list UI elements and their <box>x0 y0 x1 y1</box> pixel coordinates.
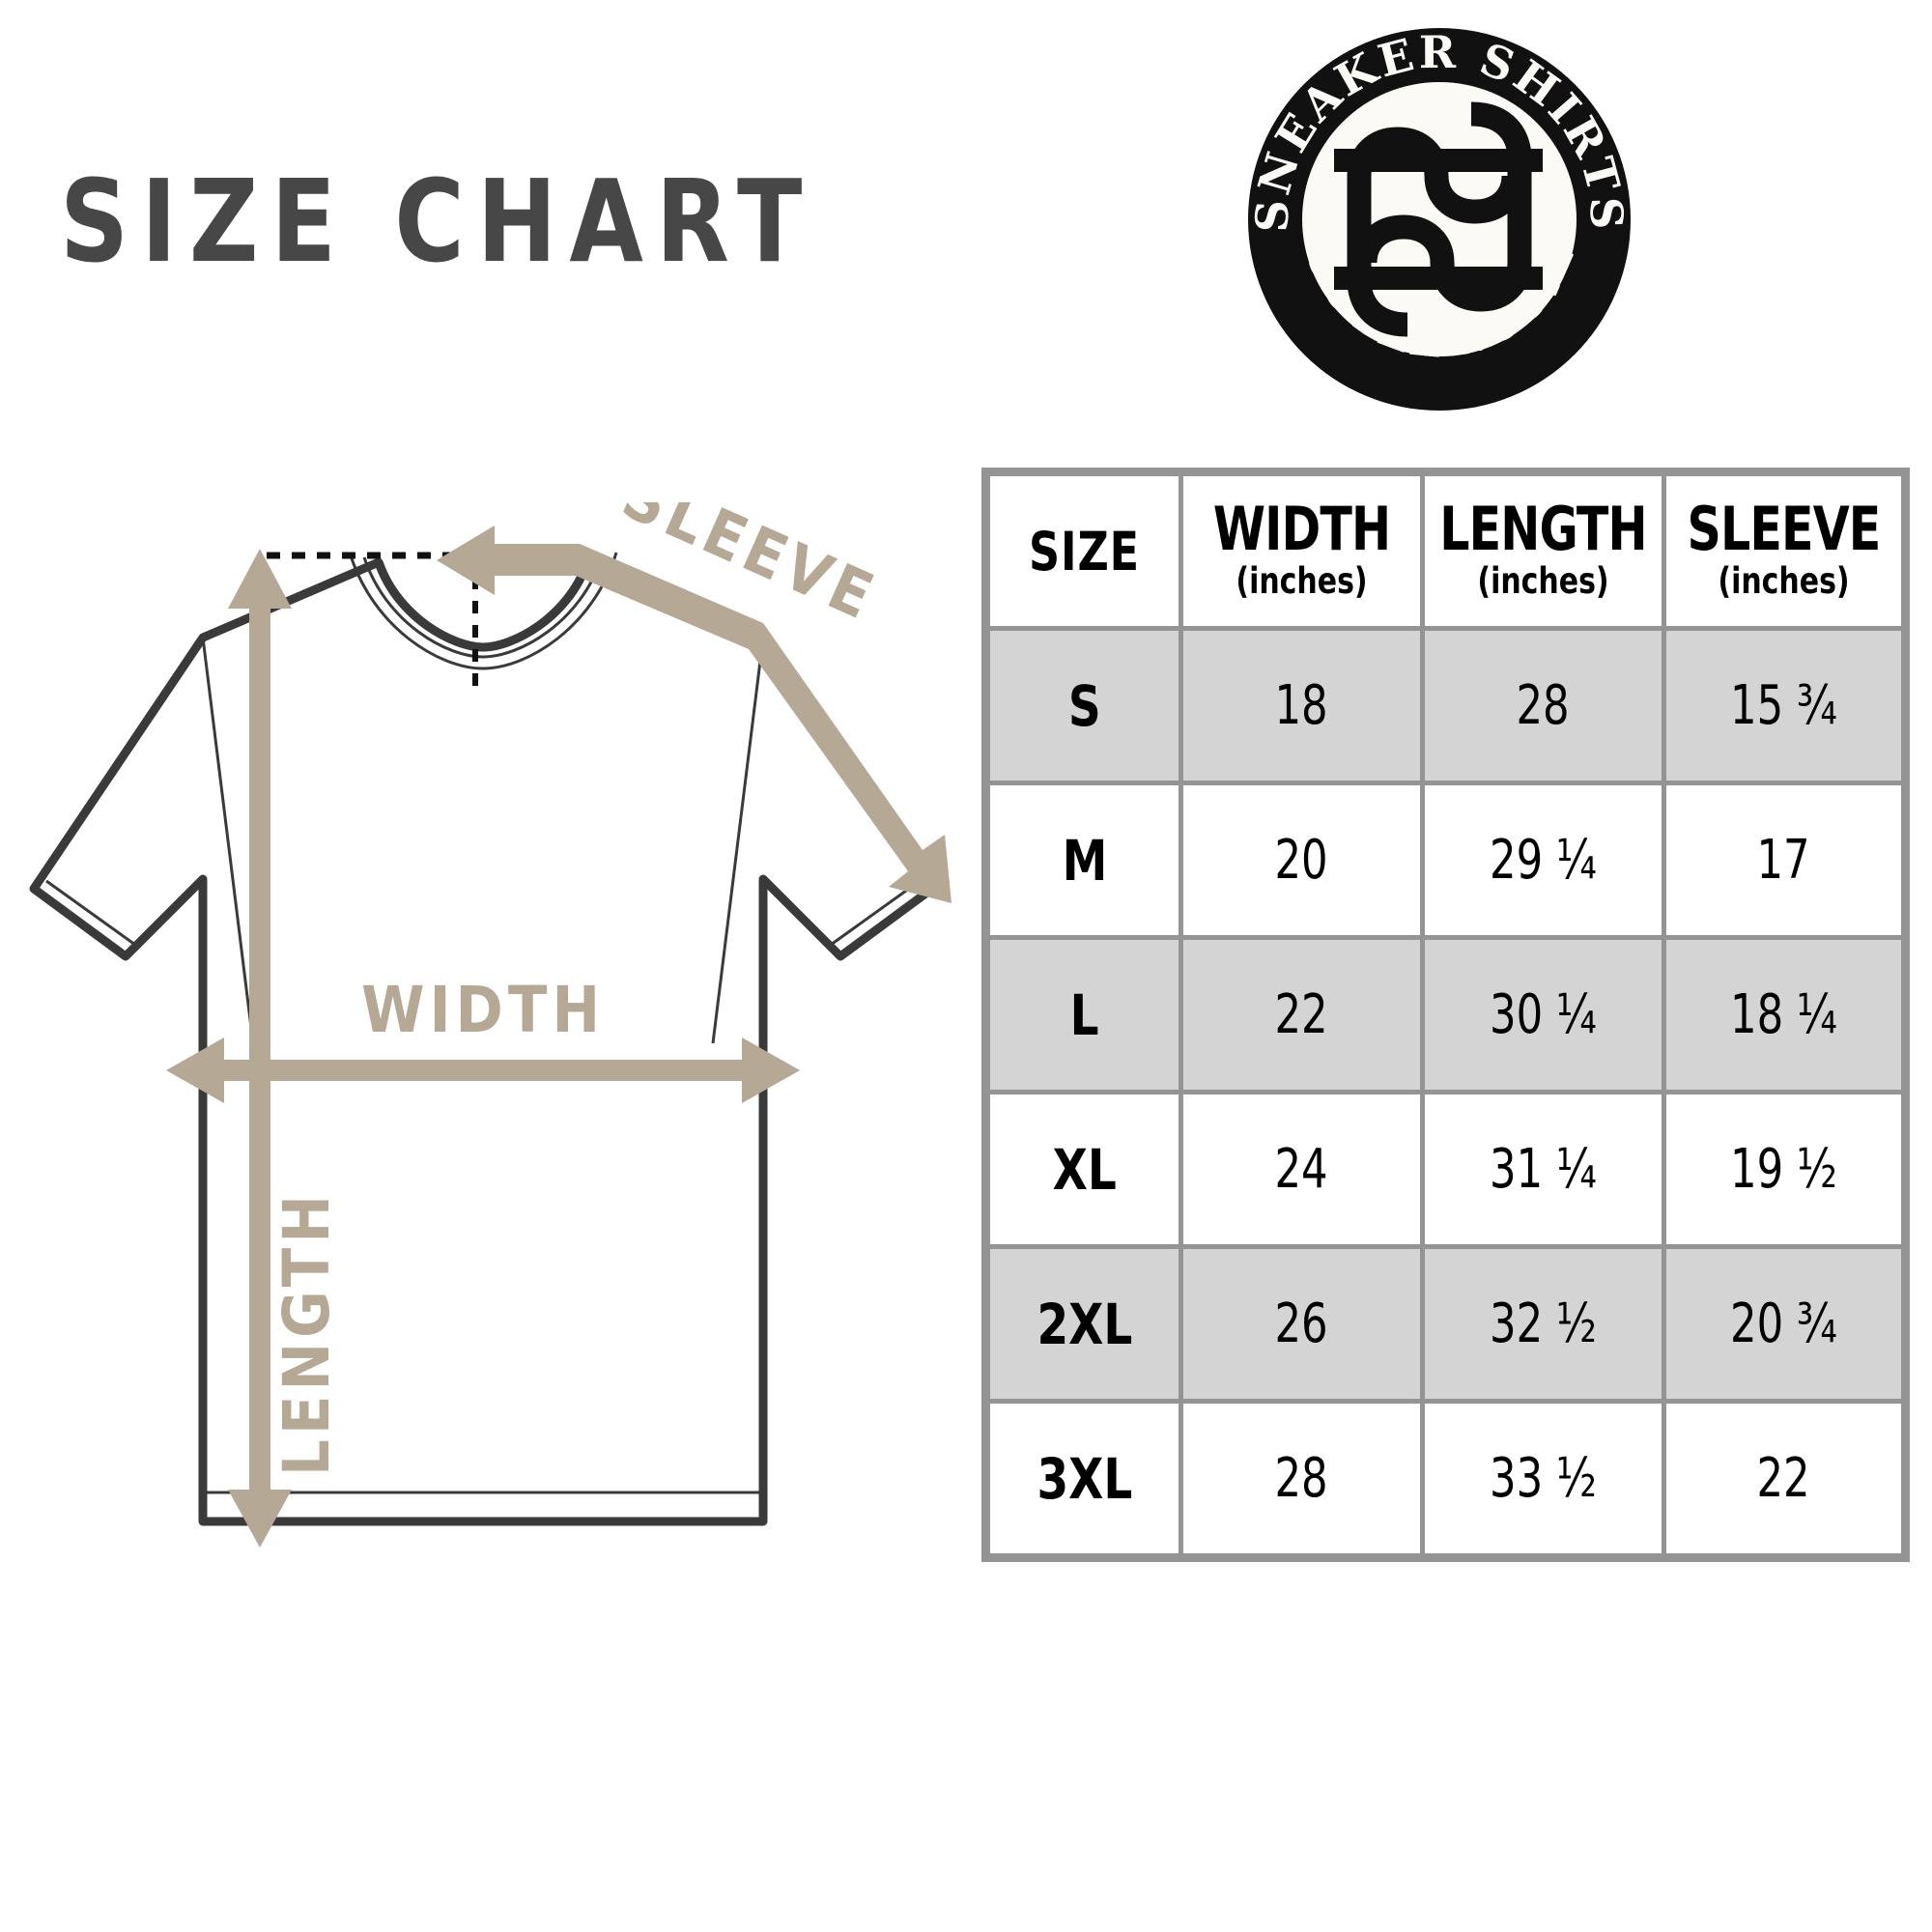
cell-width: 24 <box>1179 1090 1425 1249</box>
cell-length: 30 ¼ <box>1420 935 1666 1094</box>
width-arrow <box>166 1037 800 1103</box>
length-arrow <box>228 549 292 1548</box>
cell-sleeve: 18 ¼ <box>1662 935 1908 1094</box>
table-header-row: SIZE WIDTH (inches) LENGTH (inches) SLEE… <box>983 469 1908 631</box>
table-row: S 18 28 15 ¾ <box>983 626 1908 785</box>
cell-length: 29 ¼ <box>1420 781 1666 940</box>
cell-sleeve: 20 ¾ <box>1662 1244 1908 1404</box>
cell-length: 31 ¼ <box>1420 1090 1666 1249</box>
cell-width: 18 <box>1179 626 1425 785</box>
logo-monogram-icon <box>1334 101 1543 337</box>
cell-length: 28 <box>1420 626 1666 785</box>
table-row: L 22 30 ¼ 18 ¼ <box>983 935 1908 1094</box>
column-header-length: LENGTH (inches) <box>1420 469 1666 631</box>
column-header-sleeve: SLEEVE (inches) <box>1662 469 1908 631</box>
table-row: XL 24 31 ¼ 19 ½ <box>983 1090 1908 1249</box>
brand-logo: SNEAKER SHIRTS OUTLET.COM <box>1241 21 1637 417</box>
cell-width: 26 <box>1179 1244 1425 1404</box>
cell-sleeve: 22 <box>1662 1399 1908 1560</box>
cell-sleeve: 19 ½ <box>1662 1090 1908 1249</box>
cell-size: 2XL <box>983 1244 1183 1404</box>
cell-width: 22 <box>1179 935 1425 1094</box>
sleeve-arrow <box>437 526 952 903</box>
table-row: 3XL 28 33 ½ 22 <box>983 1399 1908 1560</box>
cell-size: M <box>983 781 1183 940</box>
table-row: M 20 29 ¼ 17 <box>983 781 1908 940</box>
cell-size: XL <box>983 1090 1183 1249</box>
t-shirt-diagram: SLEEVE WIDTH LENGTH <box>0 502 966 1584</box>
cell-size: 3XL <box>983 1399 1183 1560</box>
table-row: 2XL 26 32 ½ 20 ¾ <box>983 1244 1908 1404</box>
cell-length: 33 ½ <box>1420 1399 1666 1560</box>
cell-width: 20 <box>1179 781 1425 940</box>
cell-size: S <box>983 626 1183 785</box>
table-body: S 18 28 15 ¾ M 20 29 ¼ 17 L 22 30 ¼ 18 ¼… <box>983 626 1908 1560</box>
cell-sleeve: 17 <box>1662 781 1908 940</box>
cell-size: L <box>983 935 1183 1094</box>
size-chart-table: SIZE WIDTH (inches) LENGTH (inches) SLEE… <box>981 468 1910 1562</box>
width-label: WIDTH <box>361 973 605 1047</box>
length-label: LENGTH <box>270 1190 344 1476</box>
page-title: SIZE CHART <box>60 155 815 288</box>
column-header-width: WIDTH (inches) <box>1179 469 1425 631</box>
column-header-size: SIZE <box>983 469 1183 631</box>
cell-length: 32 ½ <box>1420 1244 1666 1404</box>
cell-width: 28 <box>1179 1399 1425 1560</box>
cell-sleeve: 15 ¾ <box>1662 626 1908 785</box>
